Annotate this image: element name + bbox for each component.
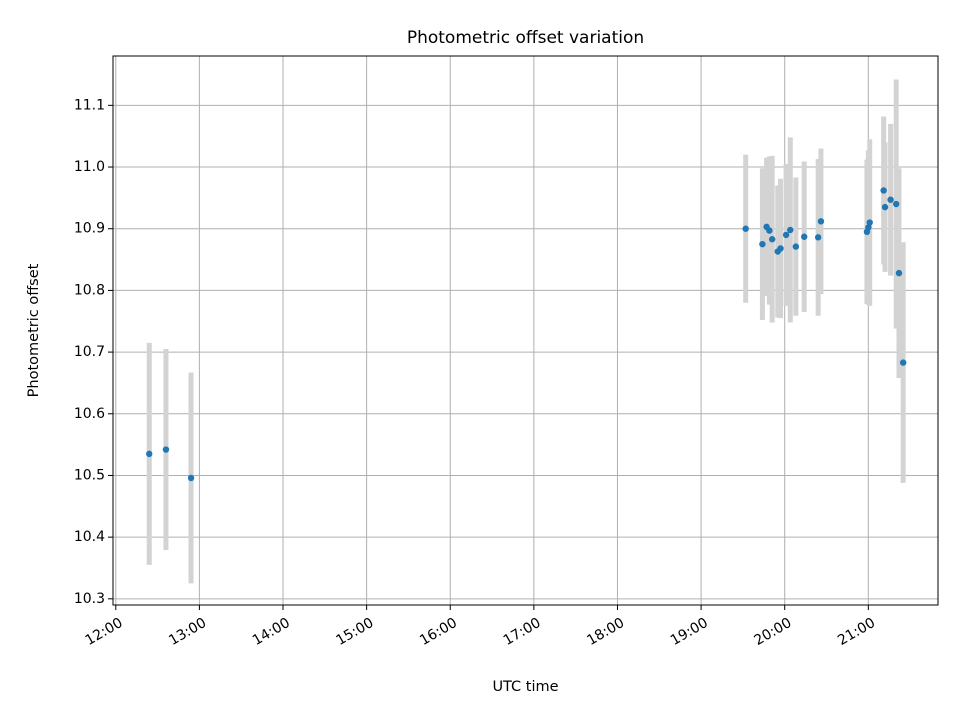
data-point (892, 200, 900, 208)
y-tick-label: 11.0 (74, 159, 105, 175)
y-tick-label: 10.4 (74, 529, 105, 545)
y-tick-label: 10.7 (74, 344, 105, 360)
data-point (865, 224, 872, 231)
data-point (766, 227, 773, 234)
grid (113, 56, 938, 605)
y-tick-label: 10.3 (74, 591, 105, 607)
data-point (817, 218, 825, 225)
y-tick-label: 10.6 (74, 406, 105, 422)
chart-title: Photometric offset variation (407, 28, 644, 48)
data-point (187, 474, 195, 482)
data-point (777, 245, 784, 252)
y-tick-label: 10.9 (74, 221, 105, 237)
data-point (792, 243, 800, 250)
data-point (742, 225, 749, 232)
data-point (782, 231, 790, 239)
y-axis-title: Photometric offset (26, 263, 42, 397)
data-points (146, 187, 907, 482)
y-tick-label: 10.8 (74, 282, 105, 298)
data-point (768, 236, 776, 243)
data-point (814, 234, 822, 241)
data-point (787, 226, 794, 234)
data-point (887, 196, 894, 203)
data-point (881, 203, 889, 211)
plot-frame (112, 55, 939, 606)
data-point (899, 359, 907, 366)
data-point (895, 269, 903, 277)
data-point (866, 219, 873, 226)
x-axis-title: UTC time (492, 679, 558, 695)
data-point (162, 446, 170, 453)
data-point (801, 233, 808, 240)
y-axis-ticks: 10.3 10.4 10.5 10.6 10.7 10.8 10.9 11.0 11.1 (74, 97, 113, 607)
data-point (759, 240, 766, 248)
data-point (880, 187, 887, 194)
data-point (146, 450, 153, 458)
y-tick-label: 10.5 (74, 467, 105, 483)
y-tick-label: 11.1 (74, 97, 105, 113)
